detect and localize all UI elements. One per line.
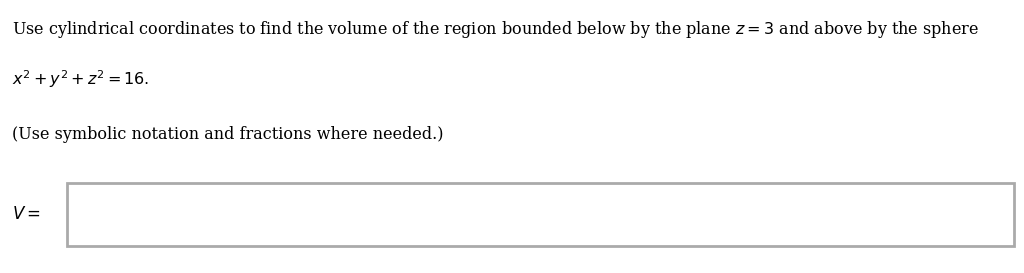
Text: $x^2 + y^2 + z^2 = 16.$: $x^2 + y^2 + z^2 = 16.$ xyxy=(12,68,150,90)
FancyBboxPatch shape xyxy=(67,183,1014,246)
Text: $V =$: $V =$ xyxy=(12,206,41,223)
Text: (Use symbolic notation and fractions where needed.): (Use symbolic notation and fractions whe… xyxy=(12,126,443,143)
Text: Use cylindrical coordinates to find the volume of the region bounded below by th: Use cylindrical coordinates to find the … xyxy=(12,19,979,40)
